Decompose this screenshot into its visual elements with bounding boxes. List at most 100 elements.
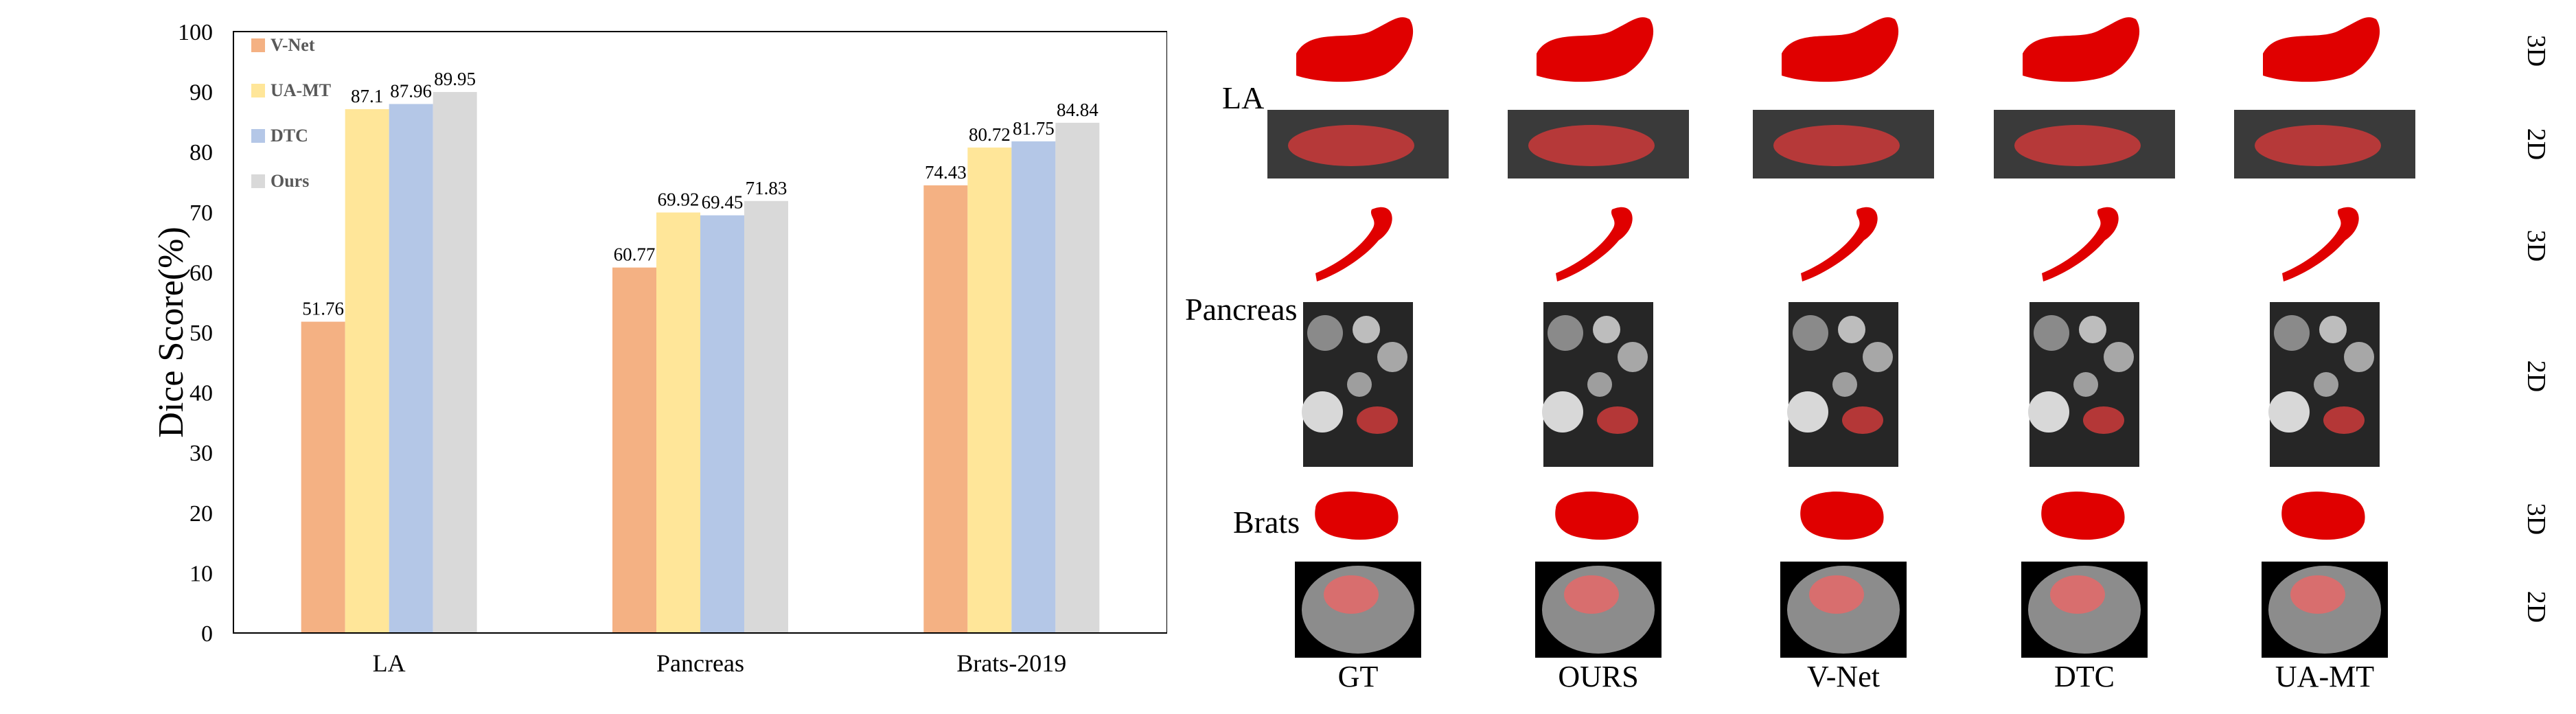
y-tick-label: 100 — [178, 20, 213, 45]
ct-organ — [2274, 315, 2310, 351]
data-label: 74.43 — [925, 162, 967, 183]
y-tick-label: 0 — [201, 621, 213, 647]
brats-3d-segmentation — [2041, 492, 2125, 540]
legend-label-ua-mt: UA-MT — [271, 80, 331, 100]
data-label: 69.92 — [658, 189, 700, 210]
la-3d-segmentation — [1782, 17, 1899, 82]
dim-label-2d: 2D — [2522, 128, 2551, 160]
ct-organ — [1787, 391, 1828, 433]
brats-3d-segmentation — [1315, 492, 1399, 540]
row-label-brats: Brats — [1233, 505, 1300, 540]
dim-label-3d: 3D — [2522, 35, 2551, 67]
data-label: 87.1 — [351, 86, 383, 106]
ct-organ — [1548, 315, 1583, 351]
legend-swatch-dtc — [251, 129, 265, 143]
y-tick-label: 80 — [189, 140, 213, 165]
brats-2d-overlay — [2290, 575, 2345, 614]
data-label: 89.95 — [434, 69, 476, 89]
ct-organ — [1618, 342, 1648, 372]
ct-organ — [2028, 391, 2069, 433]
legend-swatch-ours — [251, 174, 265, 188]
bars-layer — [301, 92, 1100, 634]
bar-dtc-pancreas — [700, 215, 744, 633]
brats-3d-segmentation — [2281, 492, 2365, 540]
col-label-v-net: V-Net — [1807, 660, 1880, 693]
data-label: 71.83 — [746, 178, 787, 198]
ct-organ — [1302, 391, 1343, 433]
data-label: 51.76 — [302, 299, 344, 319]
bar-ours-pancreas — [744, 200, 788, 634]
la-2d-overlay — [2014, 125, 2141, 166]
ct-organ — [2319, 316, 2347, 343]
y-tick-label: 40 — [189, 381, 213, 406]
pancreas-3d-segmentation — [2042, 207, 2119, 281]
axes-layer: LA Pancreas Brats-2019 0 10 20 30 40 50 60 70 80 90 1… — [152, 20, 1167, 677]
x-tick-label: Brats-2019 — [956, 649, 1066, 677]
ct-organ — [1838, 316, 1865, 343]
pancreas-3d-segmentation — [2282, 207, 2359, 281]
pancreas-2d-overlay — [2323, 406, 2365, 434]
ct-organ — [1347, 372, 1372, 397]
la-2d-overlay — [1773, 125, 1900, 166]
ct-organ — [1793, 315, 1828, 351]
visual-grid: LA Pancreas Brats 3D 2D 3D 2D 3D 2D GT OURS V-Net DT… — [1185, 17, 2551, 693]
y-tick-label: 60 — [189, 260, 213, 286]
bar-ours-la — [433, 92, 477, 634]
y-tick-label: 20 — [189, 501, 213, 527]
bar-v-net-la — [301, 321, 345, 633]
brats-2d-overlay — [1809, 575, 1864, 614]
la-2d-overlay — [2255, 125, 2381, 166]
ct-organ — [1593, 316, 1620, 343]
brats-2d-overlay — [1564, 575, 1619, 614]
segmentation-visual-panel: LA Pancreas Brats 3D 2D 3D 2D 3D 2D GT OURS V-Net DT… — [1185, 17, 2551, 693]
brats-2d-overlay — [2050, 575, 2105, 614]
dice-score-bar-chart: LA Pancreas Brats-2019 0 10 20 30 40 50 60 70 80 90 1… — [152, 20, 1167, 677]
pancreas-2d-overlay — [1597, 406, 1638, 434]
legend-swatch-v-net — [251, 38, 265, 52]
y-tick-label: 10 — [189, 561, 213, 586]
bar-dtc-brats-2019 — [1011, 141, 1056, 633]
y-tick-label: 90 — [189, 80, 213, 106]
legend-swatch-ua-mt — [251, 84, 265, 97]
plot-frame — [233, 31, 1167, 634]
x-tick-label: LA — [373, 649, 406, 677]
ct-organ — [2344, 342, 2374, 372]
y-axis-label: Dice Score(%) — [152, 227, 191, 438]
ct-organ — [2073, 372, 2098, 397]
la-2d-overlay — [1288, 125, 1414, 166]
pancreas-2d-overlay — [2083, 406, 2124, 434]
row-label-pancreas: Pancreas — [1185, 292, 1297, 327]
y-tick-label: 70 — [189, 200, 213, 226]
la-3d-segmentation — [1296, 17, 1414, 82]
ct-organ — [2034, 315, 2069, 351]
ct-organ — [2104, 342, 2134, 372]
bar-v-net-pancreas — [612, 267, 656, 633]
ct-organ — [2268, 391, 2310, 433]
dim-label-2d: 2D — [2522, 360, 2551, 392]
data-label: 60.77 — [614, 244, 656, 265]
pancreas-3d-segmentation — [1801, 207, 1878, 281]
col-label-ua-mt: UA-MT — [2275, 660, 2374, 693]
pancreas-3d-segmentation — [1556, 207, 1633, 281]
col-label-dtc: DTC — [2054, 660, 2115, 693]
ct-organ — [1307, 315, 1343, 351]
ct-organ — [1353, 316, 1380, 343]
data-label: 80.72 — [969, 124, 1011, 145]
bar-ua-mt-pancreas — [656, 212, 700, 633]
bar-ua-mt-la — [345, 109, 389, 633]
dim-label-3d: 3D — [2522, 503, 2551, 535]
data-label: 87.96 — [390, 80, 432, 101]
ct-organ — [2079, 316, 2106, 343]
dim-label-3d: 3D — [2522, 230, 2551, 262]
data-label: 84.84 — [1057, 100, 1099, 120]
ct-organ — [1863, 342, 1893, 372]
bar-v-net-brats-2019 — [923, 185, 968, 634]
col-label-ours: OURS — [1558, 660, 1638, 693]
ct-organ — [2314, 372, 2338, 397]
pancreas-2d-overlay — [1842, 406, 1883, 434]
la-2d-overlay — [1528, 125, 1655, 166]
bar-ours-brats-2019 — [1055, 122, 1100, 633]
brats-2d-overlay — [1324, 575, 1379, 614]
la-3d-segmentation — [2263, 17, 2380, 82]
brats-3d-segmentation — [1800, 492, 1884, 540]
